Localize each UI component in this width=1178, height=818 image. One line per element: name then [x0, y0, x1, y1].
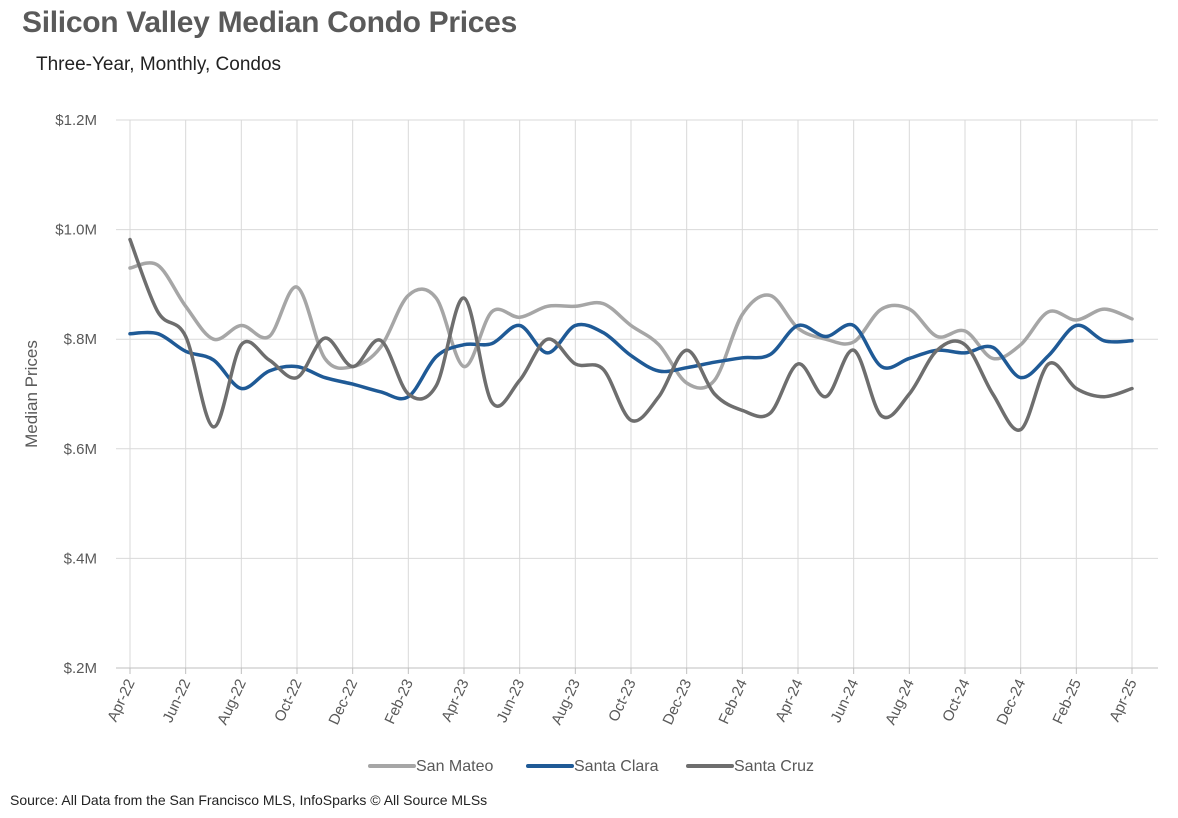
x-tick-label: Jun-23	[493, 677, 528, 726]
y-tick-label: $.4M	[64, 550, 97, 567]
series-line-san-mateo	[128, 261, 1134, 390]
legend-label-santa-clara: Santa Clara	[574, 758, 659, 775]
series-line-santa-cruz	[128, 237, 1134, 432]
x-tick-label: Apr-25	[1106, 677, 1140, 725]
x-tick-label: Apr-24	[772, 677, 806, 725]
x-tick-label: Aug-22	[214, 677, 250, 728]
y-tick-label: $.2M	[64, 660, 97, 677]
y-tick-label: $1.0M	[55, 222, 97, 239]
x-tick-label: Apr-22	[104, 677, 138, 725]
x-tick-label: Dec-22	[325, 677, 361, 728]
x-tick-label: Feb-25	[1049, 677, 1084, 727]
y-axis-ticks: $.2M $.4M $.6M $.8M $1.0M $1.2M	[55, 112, 97, 677]
x-tick-label: Oct-23	[605, 677, 639, 725]
series-line-santa-clara	[128, 322, 1134, 401]
source-note: Source: All Data from the San Francisco …	[10, 792, 488, 808]
x-tick-label: Jun-24	[827, 677, 862, 726]
chart-subtitle: Three-Year, Monthly, Condos	[36, 54, 282, 75]
y-tick-label: $.6M	[64, 441, 97, 458]
x-tick-label: Oct-24	[939, 677, 973, 725]
x-tick-label: Feb-23	[381, 677, 416, 727]
legend: San Mateo Santa Clara Santa Cruz	[368, 758, 814, 775]
x-tick-label: Oct-22	[271, 677, 305, 725]
series-lines	[128, 237, 1134, 432]
x-tick-label: Aug-24	[882, 677, 918, 728]
x-tick-label: Feb-24	[715, 677, 750, 727]
x-axis-ticks: Apr-22 Jun-22 Aug-22 Oct-22 Dec-22 Feb-23 Apr-…	[104, 677, 1140, 728]
legend-label-san-mateo: San Mateo	[416, 758, 493, 775]
y-tick-label: $.8M	[64, 331, 97, 348]
legend-label-santa-cruz: Santa Cruz	[734, 758, 814, 775]
x-tick-label: Dec-23	[659, 677, 695, 728]
y-axis-title: Median Prices	[22, 340, 41, 448]
chart-title: Silicon Valley Median Condo Prices	[22, 6, 517, 39]
y-tick-label: $1.2M	[55, 112, 97, 129]
x-tick-label: Aug-23	[548, 677, 584, 728]
x-tick-label: Apr-23	[438, 677, 472, 725]
x-tick-label: Dec-24	[993, 677, 1029, 728]
x-tick-label: Jun-22	[159, 677, 194, 726]
gridlines	[116, 119, 1158, 674]
